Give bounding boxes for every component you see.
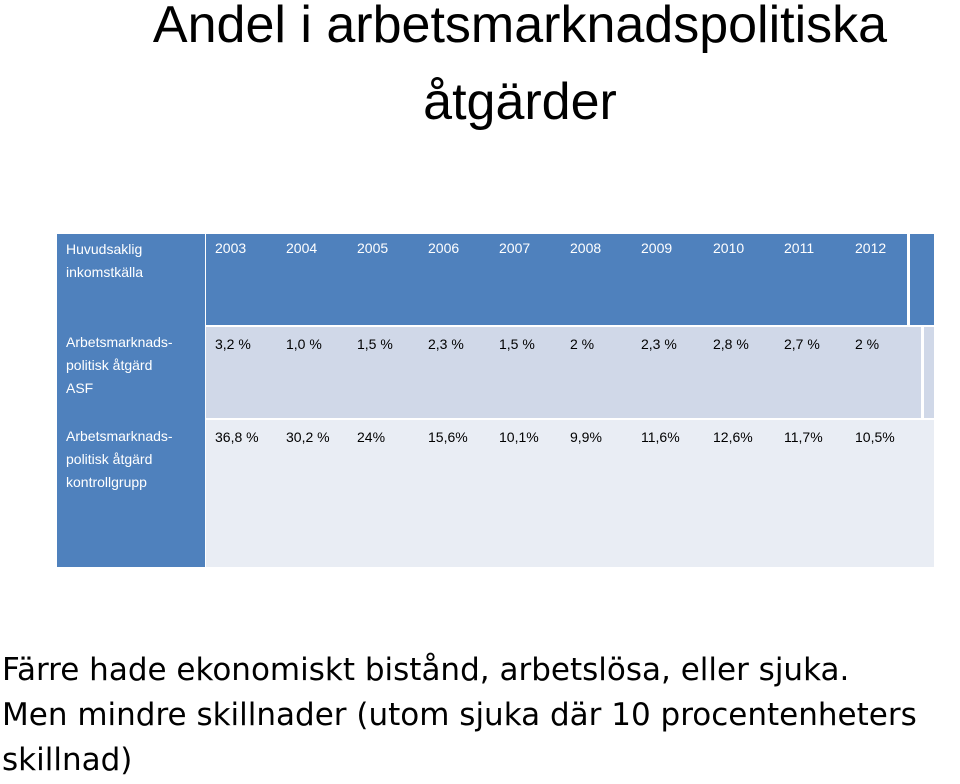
table-cell: 2 % [855, 336, 880, 352]
table-cell: 2 % [570, 336, 595, 352]
header-label-line-2: inkomstkälla [66, 264, 144, 280]
table-cell: 11,7% [784, 429, 823, 445]
year-cell: 2005 [357, 240, 389, 256]
year-cell: 2003 [215, 240, 247, 256]
row-label-kontroll-line-2: politisk åtgärd [66, 451, 153, 467]
column-divider [907, 234, 910, 325]
row-label-asf-line-3: ASF [66, 380, 94, 396]
title-line-2: åtgärder [423, 73, 617, 131]
table-cell: 30,2 % [286, 429, 330, 445]
footer-line-2: Men mindre skillnader (utom sjuka där 10… [2, 697, 917, 733]
row-label-asf-line-2: politisk åtgärd [66, 357, 153, 373]
table-cell: 1,5 % [357, 336, 393, 352]
page-title: Andel i arbetsmarknadspolitiska åtgärder [80, 0, 960, 130]
header-label: Huvudsaklig inkomstkälla [66, 238, 202, 284]
table-cell: 9,9% [570, 429, 602, 445]
table-cell: 3,2 % [215, 336, 251, 352]
row-label-kontroll-line-1: Arbetsmarknads- [66, 428, 173, 444]
year-cell: 2009 [641, 240, 673, 256]
year-cell: 2004 [286, 240, 318, 256]
table-cell: 15,6% [428, 429, 468, 445]
header-label-line-1: Huvudsaklig [66, 241, 143, 257]
row-label-asf: Arbetsmarknads- politisk åtgärd ASF [66, 331, 202, 400]
table-cell: 2,3 % [641, 336, 677, 352]
table-cell: 10,1% [499, 429, 539, 445]
year-cell: 2006 [428, 240, 460, 256]
column-divider [921, 327, 924, 418]
year-cell: 2012 [855, 240, 887, 256]
year-cell: 2011 [784, 240, 815, 256]
table-cell: 36,8 % [215, 429, 259, 445]
table-cell: 12,6% [713, 429, 753, 445]
table-cell: 10,5% [855, 429, 895, 445]
year-cell: 2008 [570, 240, 602, 256]
year-cell: 2007 [499, 240, 531, 256]
row-label-kontrollgrupp: Arbetsmarknads- politisk åtgärd kontroll… [66, 425, 202, 494]
footer-line-1: Färre hade ekonomiskt bistånd, arbetslös… [2, 652, 850, 688]
row-label-asf-line-1: Arbetsmarknads- [66, 334, 173, 350]
title-line-1: Andel i arbetsmarknadspolitiska [152, 0, 888, 54]
table-cell: 2,3 % [428, 336, 464, 352]
year-header-row: 2003 2004 2005 2006 2007 2008 2009 2010 … [206, 234, 934, 325]
table-cell: 2,8 % [713, 336, 749, 352]
row-label-kontroll-line-3: kontrollgrupp [66, 474, 147, 490]
table-cell: 2,7 % [784, 336, 820, 352]
row-header-column: Huvudsaklig inkomstkälla Arbetsmarknads-… [57, 234, 205, 567]
footer-note: Färre hade ekonomiskt bistånd, arbetslös… [2, 648, 957, 783]
data-table: Huvudsaklig inkomstkälla Arbetsmarknads-… [57, 234, 934, 567]
year-cell: 2010 [713, 240, 745, 256]
table-cell: 24% [357, 429, 386, 445]
table-cell: 1,5 % [499, 336, 535, 352]
footer-line-3: skillnad) [2, 742, 133, 778]
table-row-asf: 3,2 % 1,0 % 1,5 % 2,3 % 1,5 % 2 % 2,3 % … [206, 327, 934, 418]
table-cell: 11,6% [641, 429, 680, 445]
table-cell: 1,0 % [286, 336, 322, 352]
table-row-kontrollgrupp: 36,8 % 30,2 % 24% 15,6% 10,1% 9,9% 11,6%… [206, 420, 934, 567]
